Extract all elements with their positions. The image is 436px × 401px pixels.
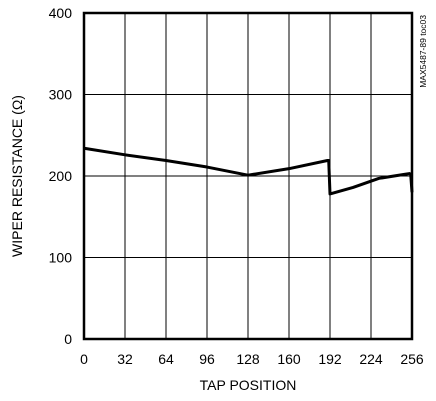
x-tick-label-160: 160 — [277, 351, 301, 367]
plot-frame — [82, 11, 414, 341]
x-tick-labels: 0 32 64 96 128 160 192 224 256 — [80, 351, 424, 367]
x-tick-label-128: 128 — [236, 351, 260, 367]
x-tick-label-192: 192 — [318, 351, 342, 367]
y-tick-labels: 0 100 200 300 400 — [49, 5, 73, 347]
x-tick-label-64: 64 — [158, 351, 174, 367]
series-line-0 — [83, 146, 414, 196]
x-tick-label-224: 224 — [359, 351, 383, 367]
y-tick-label-0: 0 — [64, 331, 72, 347]
y-axis-label: WIPER RESISTANCE (Ω) — [9, 95, 25, 257]
y-tick-label-100: 100 — [49, 250, 73, 266]
y-tick-label-300: 300 — [49, 87, 73, 103]
y-tick-label-400: 400 — [49, 5, 73, 21]
x-tick-label-32: 32 — [117, 351, 133, 367]
x-tick-label-256: 256 — [400, 351, 424, 367]
series-layer — [83, 146, 414, 196]
x-axis-label: TAP POSITION — [200, 377, 297, 393]
x-tick-label-96: 96 — [199, 351, 215, 367]
y-tick-label-200: 200 — [49, 168, 73, 184]
figure-code-annotation: MAX5487-89 toc03 — [418, 15, 428, 88]
x-tick-label-0: 0 — [80, 351, 88, 367]
